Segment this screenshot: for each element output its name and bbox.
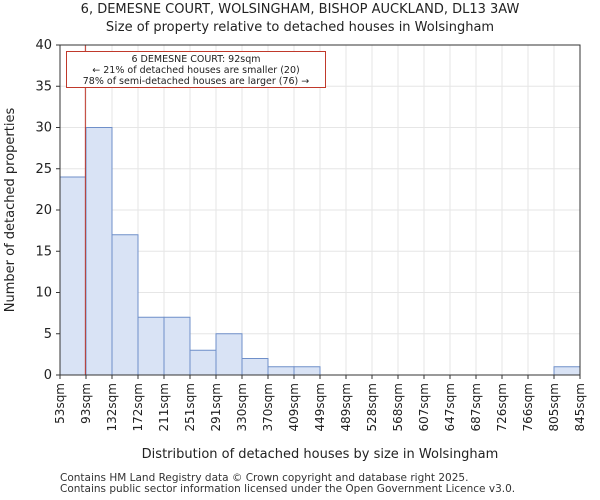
annotation-line-3: 78% of semi-detached houses are larger (…	[82, 76, 310, 87]
x-tick-label: 647sqm	[443, 383, 457, 431]
y-tick-label: 35	[35, 79, 52, 94]
chart-title-address: 6, DEMESNE COURT, WOLSINGHAM, BISHOP AUC…	[80, 2, 520, 17]
x-tick-label: 53sqm	[53, 383, 67, 424]
histogram-bar	[59, 176, 87, 376]
x-tick-label: 687sqm	[469, 383, 483, 431]
x-tick-label: 726sqm	[495, 383, 509, 431]
chart-title: Size of property relative to detached ho…	[105, 20, 495, 35]
x-tick-label: 291sqm	[209, 383, 223, 431]
x-tick-label: 805sqm	[547, 383, 561, 431]
footer-licence: Contains public sector information licen…	[60, 483, 516, 495]
histogram-bar	[137, 316, 165, 376]
property-annotation-box: 6 DEMESNE COURT: 92sqm ← 21% of detached…	[66, 51, 326, 88]
histogram-bar	[163, 316, 191, 376]
histogram-bar	[85, 127, 113, 376]
x-tick-label: 132sqm	[105, 383, 119, 431]
y-tick-label: 10	[35, 286, 52, 301]
annotation-line-1: 6 DEMESNE COURT: 92sqm	[131, 54, 261, 65]
x-tick-label: 766sqm	[521, 383, 535, 431]
x-tick-label: 211sqm	[157, 383, 171, 431]
histogram-bar	[241, 358, 269, 376]
x-tick-label: 449sqm	[313, 383, 327, 431]
x-axis-label: Distribution of detached houses by size …	[142, 447, 499, 462]
y-tick-label: 20	[35, 203, 52, 218]
histogram-bar	[111, 234, 139, 376]
annotation-line-2: ← 21% of detached houses are smaller (20…	[92, 65, 300, 76]
x-tick-label: 845sqm	[573, 383, 587, 431]
x-tick-label: 568sqm	[391, 383, 405, 431]
y-axis-label: Number of detached properties	[3, 108, 18, 313]
y-tick-label: 5	[44, 327, 52, 342]
x-tick-label: 607sqm	[417, 383, 431, 431]
y-tick-label: 30	[35, 121, 52, 136]
x-tick-label: 93sqm	[79, 383, 93, 424]
x-tick-label: 172sqm	[131, 383, 145, 431]
x-tick-label: 370sqm	[261, 383, 275, 431]
y-tick-label: 25	[35, 162, 52, 177]
y-tick-label: 40	[35, 38, 52, 53]
x-tick-label: 489sqm	[339, 383, 353, 431]
x-tick-label: 409sqm	[287, 383, 301, 431]
histogram-bar	[215, 333, 243, 376]
footer-copyright: Contains HM Land Registry data © Crown c…	[60, 472, 469, 484]
x-tick-label: 330sqm	[235, 383, 249, 431]
histogram-bar	[189, 349, 217, 376]
histogram-bar	[553, 366, 581, 376]
histogram-bar	[267, 366, 295, 376]
y-tick-label: 0	[44, 368, 52, 383]
x-tick-label: 251sqm	[183, 383, 197, 431]
x-tick-label: 528sqm	[365, 383, 379, 431]
y-tick-label: 15	[35, 244, 52, 259]
histogram-bar	[293, 366, 321, 376]
